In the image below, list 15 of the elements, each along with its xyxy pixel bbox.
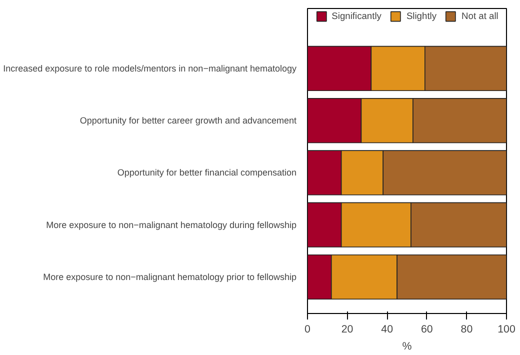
legend-label: Not at all [462,11,498,21]
y-tick-label: More exposure to non−malignant hematology prior to fellowship [43,272,297,282]
y-tick-label: Increased exposure to role models/mentors in non−malignant hematology [3,63,297,74]
legend-label: Significantly [332,11,382,21]
legend-label: Slightly [406,11,437,21]
x-tick-label: 20 [341,324,354,336]
y-tick-label: Opportunity for better career growth and advancement [80,116,297,126]
x-tick-label: 60 [420,324,433,336]
x-tick-label: 80 [460,324,473,336]
x-tick-label: 40 [381,324,394,336]
x-axis-title: % [402,340,412,352]
y-tick-label: More exposure to non−malignant hematology during fellowship [46,220,297,230]
y-tick-label: Opportunity for better financial compensation [117,168,297,178]
x-tick-label: 0 [304,324,311,336]
x-tick-label: 100 [498,324,516,336]
